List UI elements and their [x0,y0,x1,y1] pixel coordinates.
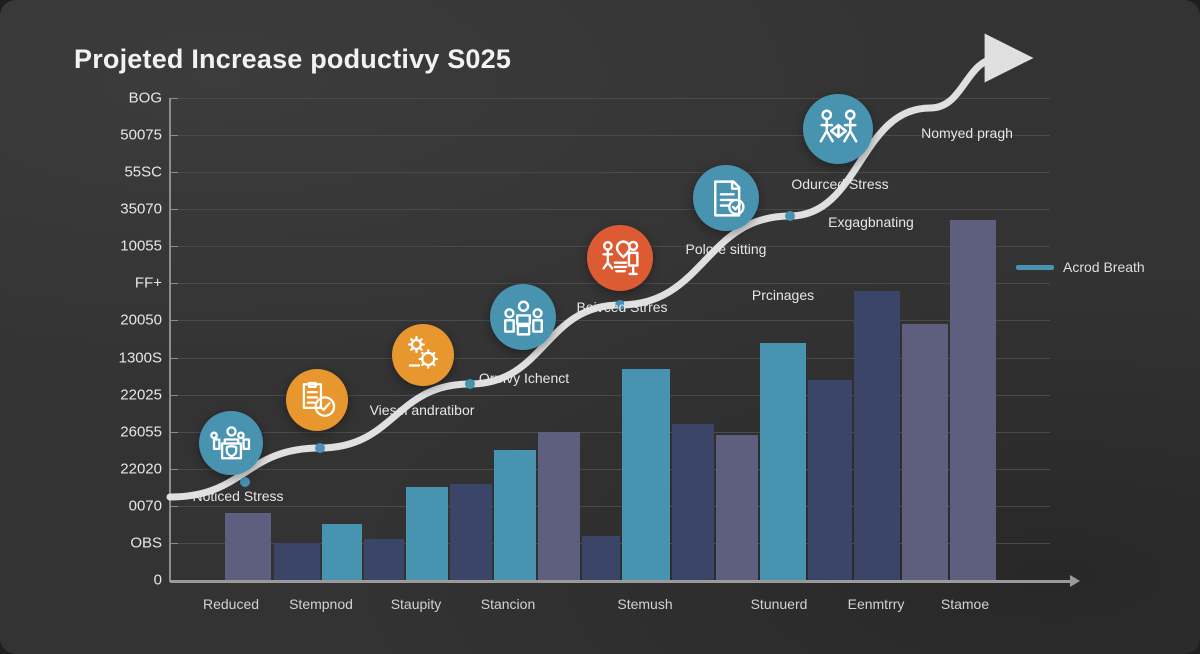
annotation-teamwork: Odurced Stress [791,176,889,192]
y-axis-tick-mark [171,283,178,284]
y-axis-tick-mark [171,135,178,136]
y-axis-tick-label: 22020 [120,460,162,478]
y-axis-tick-mark [171,432,178,433]
x-axis-tick-label: Stancion [480,596,536,612]
gridline [170,320,1050,321]
bar-stamoe-slate2[interactable] [950,220,996,580]
y-axis-tick-label: 10055 [120,237,162,255]
x-axis-tick-label: Stamoe [940,596,990,612]
bar-stempnod-teal[interactable] [322,524,362,580]
y-axis-tick-label: 1300S [118,349,162,367]
y-axis-tick-mark [171,320,178,321]
y-axis-tick-label: 20050 [120,311,162,329]
teamwork-icon[interactable] [803,94,873,164]
y-axis-tick-label: BOG [128,89,162,107]
bar-staupity-navy[interactable] [450,484,492,580]
x-axis-tick-label: Stemush [617,596,673,612]
annotation-person-chat: Polore sitting [685,241,767,257]
bar-stancion-navy2[interactable] [582,536,620,580]
x-axis-tick-label: Reduced [202,596,260,612]
x-axis-tick-label: Stunuerd [750,596,808,612]
legend-swatch-acrod-breath [1016,264,1054,270]
y-axis [169,98,171,582]
gridline [170,135,1050,136]
trend-point-marker [240,477,250,487]
y-axis-tick-label: FF+ [134,274,162,292]
gridline [170,209,1050,210]
y-axis-tick-label: 0 [153,571,162,589]
y-axis-tick-label: 0070 [128,497,162,515]
bar-stancion-teal[interactable] [494,450,536,580]
y-axis-tick-mark [171,506,178,507]
bar-stemush-navy[interactable] [672,424,714,580]
checklist-gear-icon[interactable] [286,369,348,431]
trend-point-marker [785,211,795,221]
gridline [170,98,1050,99]
bar-stancion-slate[interactable] [538,432,580,580]
x-axis-arrow-icon [1070,575,1080,587]
legend[interactable]: Acrod Breath [1016,259,1145,275]
y-axis-tick-label: 35070 [120,200,162,218]
y-axis-tick-mark [171,172,178,173]
annotation-exgagbnating: Exgagbnating [828,214,914,230]
y-axis-tick-label: 26055 [120,423,162,441]
gears-person-icon[interactable] [392,324,454,386]
trend-point-marker [465,379,475,389]
annotation-document-review: Prcinages [751,287,815,303]
x-axis [170,580,1076,583]
bar-stunuerd-slate[interactable] [716,435,758,580]
annotation-gears-person: Ormvy Ichenct [478,370,570,386]
person-chat-icon[interactable] [587,225,653,291]
x-axis-tick-label: Stempnod [289,596,353,612]
bar-stempnod-navy[interactable] [364,539,404,580]
bar-stemush-teal[interactable] [622,369,670,580]
bar-reduced-navy[interactable] [274,543,320,580]
y-axis-tick-label: 50075 [120,126,162,144]
bar-stamoe-slate[interactable] [902,324,948,580]
y-axis-tick-mark [171,358,178,359]
bar-reduced-slate[interactable] [225,513,271,580]
bar-eenmtrry-navy2[interactable] [854,291,900,580]
y-axis-tick-mark [171,209,178,210]
y-axis-tick-label: OBS [130,534,162,552]
annotation-team-shield: Noticed Stress [192,488,284,504]
gridline [170,172,1050,173]
bar-eenmtrry-navy[interactable] [808,380,852,580]
bar-staupity-teal[interactable] [406,487,448,580]
bar-stunuerd-teal[interactable] [760,343,806,580]
y-axis-tick-mark [171,469,178,470]
y-axis-tick-mark [171,98,178,99]
legend-label-acrod-breath: Acrod Breath [1063,259,1145,275]
y-axis-tick-mark [171,543,178,544]
x-axis-tick-label: Eenmtrry [847,596,905,612]
x-axis-tick-label: Staupity [390,596,442,612]
annotation-people-group: Boivced Strres [576,299,668,315]
annotation-checklist-gear: Viesel andratibor [369,402,475,418]
people-group-icon[interactable] [490,284,556,350]
page-title: Projeted Increase poductivy S025 [74,44,512,74]
document-review-icon[interactable] [693,165,759,231]
y-axis-tick-label: 22025 [120,386,162,404]
annotation-nomyed-pragh: Nomyed pragh [921,125,1013,141]
gridline [170,506,1050,507]
y-axis-tick-label: 55SC [124,163,162,181]
y-axis-tick-mark [171,395,178,396]
team-shield-icon[interactable] [199,411,263,475]
trend-point-marker [315,443,325,453]
y-axis-tick-mark [171,246,178,247]
